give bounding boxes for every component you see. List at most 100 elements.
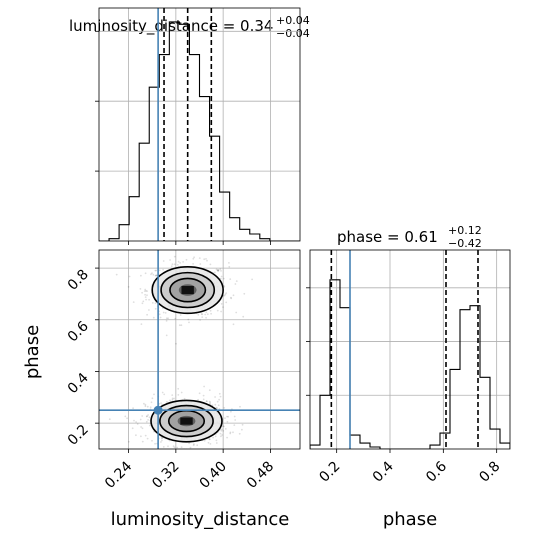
x-axis-label-phase: phase xyxy=(383,509,437,530)
scatter-point xyxy=(224,293,227,296)
scatter-point xyxy=(226,436,229,439)
scatter-point xyxy=(144,288,147,291)
scatter-point xyxy=(224,428,227,430)
x-tick-label-phase: 0.4 xyxy=(370,458,397,485)
scatter-point xyxy=(147,414,150,416)
x-tick-label-phase: 0.2 xyxy=(316,459,343,486)
scatter-point xyxy=(218,408,221,410)
title-phase: phase = 0.61 xyxy=(337,228,438,246)
phase-histogram-panel xyxy=(306,249,511,453)
scatter-point xyxy=(188,321,190,324)
scatter-point xyxy=(229,278,232,280)
scatter-point xyxy=(126,417,128,420)
scatter-point xyxy=(220,310,223,313)
scatter-point xyxy=(147,419,150,421)
scatter-point xyxy=(177,394,180,396)
scatter-point xyxy=(201,313,204,316)
joint-plot-area xyxy=(99,245,300,456)
scatter-point xyxy=(165,320,168,322)
scatter-point xyxy=(143,290,146,292)
scatter-point xyxy=(209,263,212,266)
scatter-point xyxy=(205,311,208,314)
scatter-point xyxy=(132,407,135,410)
scatter-point xyxy=(185,258,188,261)
scatter-point xyxy=(140,274,142,277)
scatter-point xyxy=(154,307,157,310)
scatter-point xyxy=(166,400,168,403)
scatter-point xyxy=(154,442,157,445)
scatter-point xyxy=(136,423,139,425)
scatter-point xyxy=(230,296,232,299)
scatter-point xyxy=(153,393,155,396)
title-luminosity-distance: luminosity_distance = 0.34 xyxy=(69,17,273,36)
scatter-point xyxy=(192,444,195,447)
scatter-point xyxy=(208,402,211,405)
y-tick-label-phase: 0.4 xyxy=(65,370,92,397)
y-tick-label-phase: 0.2 xyxy=(65,422,92,449)
scatter-point xyxy=(140,435,142,438)
scatter-point xyxy=(162,446,165,448)
scatter-point xyxy=(182,454,184,456)
scatter-point xyxy=(225,292,228,294)
scatter-point xyxy=(178,245,180,247)
scatter-point xyxy=(211,404,214,407)
scatter-point xyxy=(152,273,155,276)
scatter-point xyxy=(212,436,215,439)
scatter-point xyxy=(222,425,224,428)
x-axis-label-luminosity-distance: luminosity_distance xyxy=(111,509,290,530)
scatter-point xyxy=(217,270,220,272)
contour-line xyxy=(169,277,207,303)
scatter-point xyxy=(234,419,237,421)
scatter-point xyxy=(235,311,238,314)
scatter-point xyxy=(127,440,130,443)
scatter-point xyxy=(176,446,179,449)
scatter-point xyxy=(173,263,176,266)
scatter-point xyxy=(205,316,208,319)
scatter-point xyxy=(165,317,168,320)
scatter-point xyxy=(193,450,195,452)
scatter-point xyxy=(242,315,245,318)
scatter-point xyxy=(133,419,135,422)
scatter-point xyxy=(188,442,191,445)
scatter-point xyxy=(161,439,163,442)
scatter-point xyxy=(220,435,222,438)
scatter-point xyxy=(221,428,224,431)
scatter-point xyxy=(164,312,167,314)
y-axis-label-phase: phase xyxy=(22,325,43,379)
scatter-point xyxy=(221,434,224,436)
scatter-point xyxy=(214,396,217,398)
scatter-point xyxy=(141,291,144,294)
scatter-point xyxy=(228,262,230,264)
scatter-point xyxy=(202,398,205,401)
scatter-point xyxy=(171,398,174,401)
scatter-point xyxy=(241,428,243,431)
title-luminosity-distance-sup: +0.04 xyxy=(276,14,310,27)
scatter-point xyxy=(243,292,246,295)
scatter-point xyxy=(128,275,131,278)
scatter-point xyxy=(152,316,155,319)
scatter-point xyxy=(205,400,208,403)
scatter-point xyxy=(148,309,150,311)
scatter-point xyxy=(206,259,208,262)
scatter-point xyxy=(182,261,185,263)
scatter-point xyxy=(179,262,182,264)
scatter-point xyxy=(209,309,212,312)
scatter-point xyxy=(216,407,219,410)
scatter-point xyxy=(144,296,147,298)
scatter-point xyxy=(155,274,158,277)
scatter-point xyxy=(132,301,135,303)
scatter-point xyxy=(135,421,138,423)
scatter-point xyxy=(222,430,225,432)
scatter-point xyxy=(203,385,206,388)
scatter-point xyxy=(219,268,222,271)
scatter-point xyxy=(232,431,234,434)
contour-line xyxy=(159,404,214,438)
scatter-point xyxy=(151,439,153,442)
scatter-point xyxy=(192,263,195,265)
scatter-point xyxy=(142,300,145,303)
scatter-point xyxy=(146,415,148,417)
density-peak xyxy=(181,285,194,295)
scatter-point xyxy=(108,418,111,421)
scatter-point xyxy=(189,446,192,449)
